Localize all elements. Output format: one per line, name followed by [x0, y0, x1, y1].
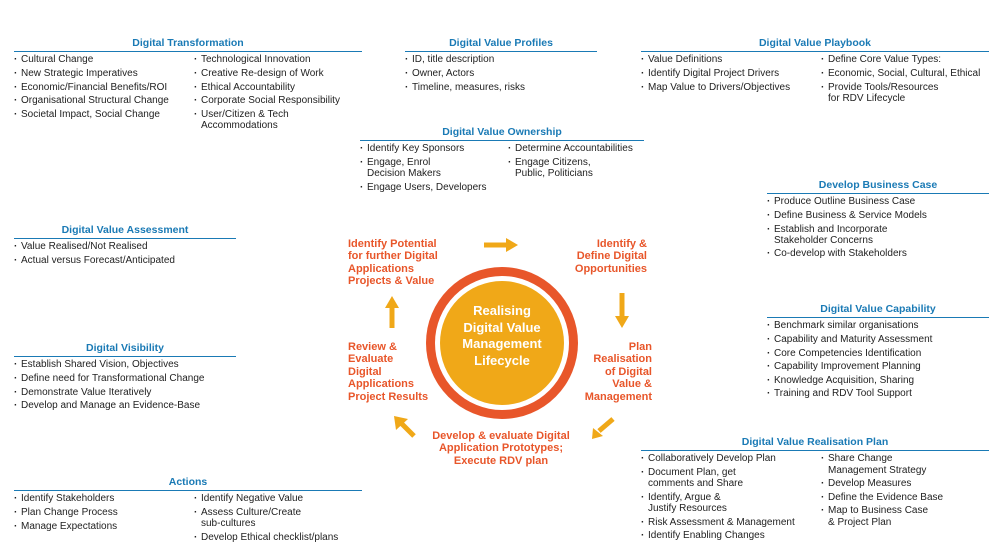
list-item: Economic/Financial Benefits/ROI — [14, 82, 194, 93]
cycle-step-identify-define: Identify & Define Digital Opportunities — [574, 238, 647, 275]
list-item: ID, title description — [405, 54, 597, 65]
panel-title: Develop Business Case — [767, 179, 989, 194]
panel-digital-transformation: Digital Transformation Cultural Change N… — [14, 37, 362, 131]
panel-digital-visibility: Digital Visibility Establish Shared Visi… — [14, 342, 236, 412]
arrow-down-icon — [615, 293, 629, 328]
cycle-step-develop: Develop & evaluate Digital Application P… — [432, 430, 570, 467]
arrow-right-icon — [484, 238, 518, 252]
panel-title: Digital Value Assessment — [14, 224, 236, 239]
list-item: New Strategic Imperatives — [14, 68, 194, 79]
list-item: Core Competencies Identification — [767, 348, 989, 359]
list-item: Capability Improvement Planning — [767, 361, 989, 372]
list-item: Knowledge Acquisition, Sharing — [767, 375, 989, 386]
list-item: Develop Ethical checklist/plans — [194, 532, 362, 543]
list-item: Co-develop with Stakeholders — [767, 248, 989, 259]
list-item: Establish Shared Vision, Objectives — [14, 359, 236, 370]
list-item: Map Value to Drivers/Objectives — [641, 82, 821, 93]
list-item: Provide Tools/Resources for RDV Lifecycl… — [821, 82, 989, 104]
list-item: Cultural Change — [14, 54, 194, 65]
panel-title: Digital Visibility — [14, 342, 236, 357]
list-item: Owner, Actors — [405, 68, 597, 79]
list-item: Benchmark similar organisations — [767, 320, 989, 331]
panel-develop-business-case: Develop Business Case Produce Outline Bu… — [767, 179, 989, 260]
lifecycle-core — [440, 281, 564, 405]
list-item: Define Business & Service Models — [767, 210, 989, 221]
list-item: Capability and Maturity Assessment — [767, 334, 989, 345]
panel-digital-value-assessment: Digital Value Assessment Value Realised/… — [14, 224, 236, 266]
list-item: Identify Digital Project Drivers — [641, 68, 821, 79]
panel-title: Digital Value Profiles — [405, 37, 597, 52]
panel-digital-value-profiles: Digital Value Profiles ID, title descrip… — [405, 37, 597, 93]
panel-digital-value-ownership: Digital Value Ownership Identify Key Spo… — [360, 126, 644, 193]
list-item: Training and RDV Tool Support — [767, 388, 989, 399]
list-item: Value Realised/Not Realised — [14, 241, 236, 252]
list-item: Plan Change Process — [14, 507, 194, 518]
list-item: Engage Citizens, Public, Politicians — [508, 157, 644, 179]
list-item: Technological Innovation — [194, 54, 362, 65]
list-item: Determine Accountabilities — [508, 143, 644, 154]
list-item: Develop Measures — [821, 478, 989, 489]
list-item: Risk Assessment & Management — [641, 517, 821, 528]
panel-digital-value-capability: Digital Value Capability Benchmark simil… — [767, 303, 989, 400]
list-item: Actual versus Forecast/Anticipated — [14, 255, 236, 266]
list-item: Identify Key Sponsors — [360, 143, 508, 154]
list-item: Share Change Management Strategy — [821, 453, 989, 475]
panel-title: Digital Value Capability — [767, 303, 989, 318]
list-item: Engage, Enrol Decision Makers — [360, 157, 508, 179]
list-item: Identify Stakeholders — [14, 493, 194, 504]
list-item: Organisational Structural Change — [14, 95, 194, 106]
list-item: Identify Negative Value — [194, 493, 362, 504]
panel-title: Digital Value Playbook — [641, 37, 989, 52]
list-item: Assess Culture/Create sub-cultures — [194, 507, 362, 529]
lifecycle-center-label: Realising Digital Value Management Lifec… — [462, 303, 542, 368]
panel-title: Actions — [14, 476, 362, 491]
list-item: Identify, Argue & Justify Resources — [641, 492, 821, 514]
list-item: Define the Evidence Base — [821, 492, 989, 503]
list-item: Document Plan, get comments and Share — [641, 467, 821, 489]
cycle-step-identify-potential: Identify Potential for further Digital A… — [348, 238, 438, 288]
list-item: Economic, Social, Cultural, Ethical — [821, 68, 989, 79]
list-item: Define Core Value Types: — [821, 54, 989, 65]
list-item: Collaboratively Develop Plan — [641, 453, 821, 464]
panel-title: Digital Value Realisation Plan — [641, 436, 989, 451]
arrow-up-left-icon — [394, 416, 416, 438]
list-item: Engage Users, Developers — [360, 182, 508, 193]
list-item: Value Definitions — [641, 54, 821, 65]
list-item: Creative Re-design of Work — [194, 68, 362, 79]
panel-actions: Actions Identify Stakeholders Plan Chang… — [14, 476, 362, 543]
cycle-step-review: Review & Evaluate Digital Applications P… — [348, 341, 429, 403]
arrow-up-icon — [385, 296, 399, 328]
list-item: Identify Enabling Changes — [641, 530, 821, 541]
list-item: Establish and Incorporate Stakeholder Co… — [767, 224, 989, 246]
list-item: Demonstrate Value Iteratively — [14, 387, 236, 398]
list-item: Map to Business Case & Project Plan — [821, 505, 989, 527]
arrow-down-left-icon — [592, 417, 615, 439]
panel-title: Digital Value Ownership — [360, 126, 644, 141]
panel-digital-value-playbook: Digital Value Playbook Value Definitions… — [641, 37, 989, 104]
list-item: Societal Impact, Social Change — [14, 109, 194, 120]
cycle-step-plan: Plan Realisation of Digital Value & Mana… — [584, 341, 652, 403]
list-item: Ethical Accountability — [194, 82, 362, 93]
list-item: Corporate Social Responsibility — [194, 95, 362, 106]
list-item: Manage Expectations — [14, 521, 194, 532]
list-item: Define need for Transformational Change — [14, 373, 236, 384]
list-item: Produce Outline Business Case — [767, 196, 989, 207]
panel-digital-value-realisation-plan: Digital Value Realisation Plan Collabora… — [641, 436, 989, 542]
list-item: Develop and Manage an Evidence-Base — [14, 400, 236, 411]
list-item: Timeline, measures, risks — [405, 82, 597, 93]
panel-title: Digital Transformation — [14, 37, 362, 52]
list-item: User/Citizen & Tech Accommodations — [194, 109, 362, 131]
